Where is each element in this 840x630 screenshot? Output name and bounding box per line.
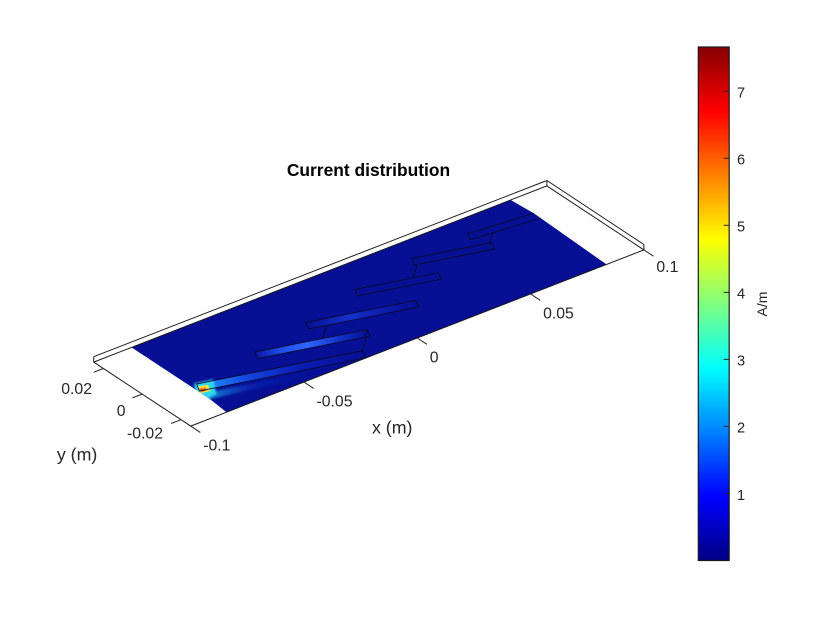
svg-text:4: 4 — [737, 287, 745, 303]
svg-text:x (m): x (m) — [372, 418, 413, 438]
svg-text:A/m: A/m — [754, 292, 770, 317]
svg-text:0: 0 — [430, 349, 439, 366]
svg-text:-0.02: -0.02 — [127, 426, 163, 443]
svg-text:3: 3 — [737, 354, 745, 370]
svg-text:0.02: 0.02 — [61, 381, 92, 398]
svg-text:0.05: 0.05 — [543, 305, 574, 322]
svg-text:7: 7 — [737, 86, 745, 102]
svg-text:1: 1 — [737, 488, 745, 504]
svg-text:y (m): y (m) — [57, 445, 98, 465]
svg-text:0.1: 0.1 — [656, 259, 678, 276]
svg-text:6: 6 — [737, 153, 745, 169]
svg-text:5: 5 — [737, 220, 745, 236]
svg-text:2: 2 — [737, 421, 745, 437]
svg-text:-0.05: -0.05 — [317, 393, 353, 410]
svg-text:-0.1: -0.1 — [203, 438, 230, 455]
svg-text:0: 0 — [117, 403, 126, 420]
svg-text:Current distribution: Current distribution — [287, 160, 450, 180]
